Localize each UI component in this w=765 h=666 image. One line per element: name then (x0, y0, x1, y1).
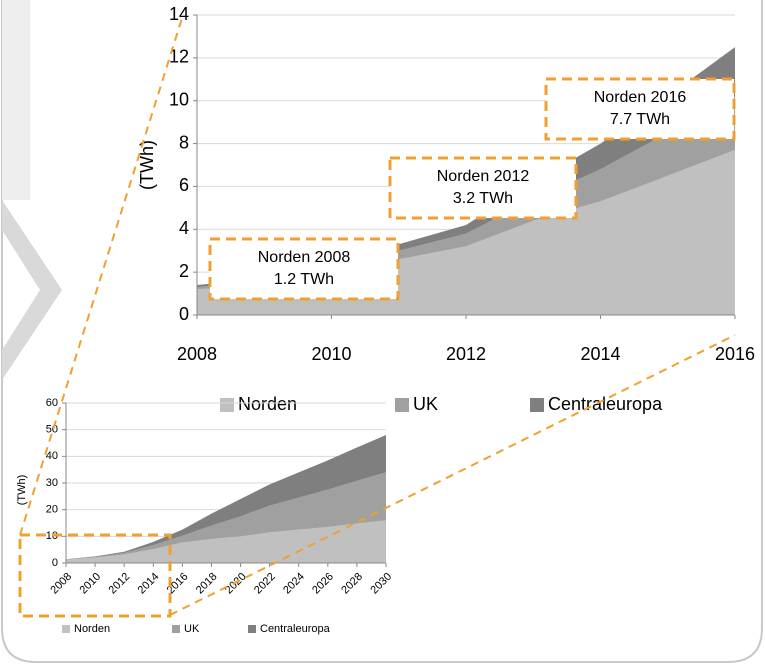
legend-swatch (62, 625, 70, 633)
legend-swatch (395, 398, 409, 412)
annotation: Norden 2016 (594, 89, 687, 106)
y-tick-label: 10 (169, 89, 189, 109)
y-tick-label: 0 (52, 557, 58, 569)
area (66, 472, 386, 560)
annotation-box (544, 77, 736, 141)
y-tick-label: 2 (179, 261, 189, 281)
annotation: 3.2 TWh (453, 190, 513, 207)
legend-swatch (248, 625, 256, 633)
x-tick-label: 2012 (446, 344, 486, 364)
chevron (2, 200, 62, 380)
y-tick-label: 6 (179, 175, 189, 195)
y-tick-label: 4 (179, 218, 189, 238)
zoom-line (19, 14, 184, 536)
annotation-box (388, 156, 578, 220)
annotation: Norden 2008 (258, 249, 351, 266)
y-tick-label: 14 (169, 4, 189, 24)
legend-swatch (530, 398, 544, 412)
y-tick-label: 8 (179, 132, 189, 152)
y-axis-label: (TWh) (137, 140, 157, 190)
legend-label: Centraleuropa (548, 394, 663, 414)
y-tick-label: 0 (179, 304, 189, 324)
annotation: 1.2 TWh (274, 271, 334, 288)
y-tick-label: 10 (46, 530, 58, 542)
annotation-box (208, 237, 400, 301)
area (197, 150, 735, 315)
y-tick-label: 20 (46, 504, 58, 516)
zoom-line (169, 334, 736, 616)
annotation: 7.7 TWh (610, 111, 670, 128)
legend-swatch (220, 398, 234, 412)
side-shade (2, 0, 30, 200)
x-tick-label: 2016 (715, 344, 755, 364)
y-tick-label: 30 (46, 477, 58, 489)
x-tick-label: 2010 (311, 344, 351, 364)
y-tick-label: 40 (46, 450, 58, 462)
zoom-box (18, 533, 172, 618)
y-axis-label: (TWh) (16, 475, 28, 506)
area (66, 520, 386, 563)
legend-label: Norden (238, 394, 297, 414)
legend-label: UK (184, 623, 200, 635)
x-tick-label: 2014 (580, 344, 620, 364)
y-tick-label: 60 (46, 397, 58, 409)
legend-label: UK (413, 394, 438, 414)
y-tick-label: 50 (46, 424, 58, 436)
legend-swatch (172, 625, 180, 633)
annotation: Norden 2012 (437, 168, 530, 185)
y-tick-label: 12 (169, 47, 189, 67)
x-tick-label: 2008 (177, 344, 217, 364)
legend-label: Centraleuropa (260, 623, 331, 635)
legend-label: Norden (74, 623, 110, 635)
